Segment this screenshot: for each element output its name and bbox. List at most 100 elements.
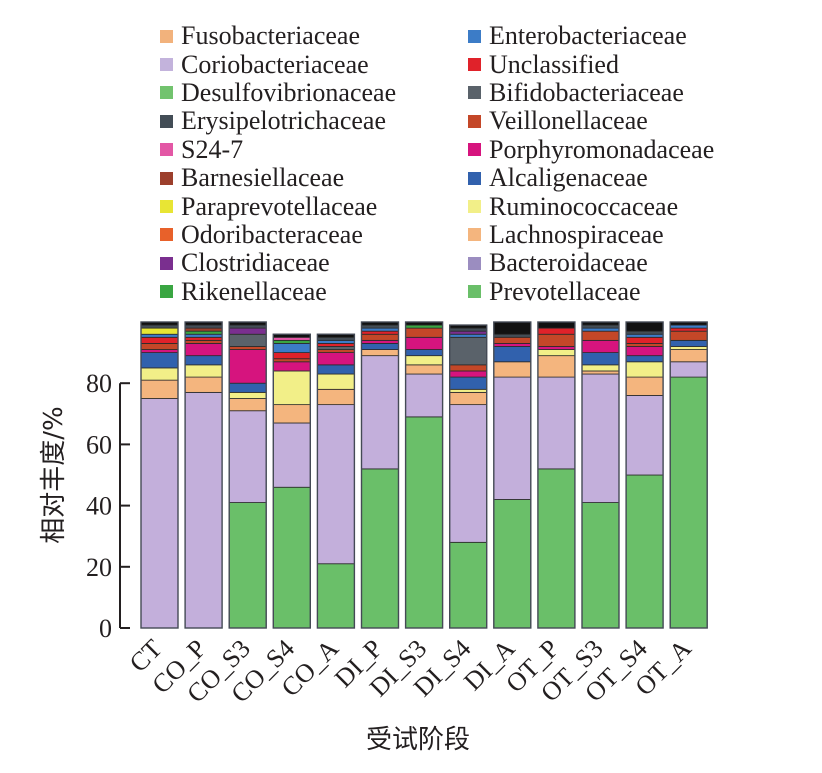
bar-segment (405, 416, 444, 629)
y-tick-label: 60 (86, 430, 112, 459)
bar-segment (272, 422, 311, 488)
bar-segment (625, 355, 664, 363)
bar-outline (140, 321, 179, 629)
bar-outline (449, 324, 488, 629)
bar-segment (449, 333, 488, 338)
bar-segment (449, 364, 488, 372)
bar-outline (537, 321, 576, 629)
bar-segment (405, 373, 444, 418)
bar-segment (140, 327, 179, 335)
bar-segment (272, 336, 311, 341)
bar-segment (669, 349, 708, 363)
bar-segment (493, 321, 532, 335)
bar-segment (625, 395, 664, 476)
bar-segment (272, 486, 311, 629)
bar-CO_S4 (272, 333, 311, 629)
legend-item: Lachnospiraceae (468, 221, 714, 249)
bar-segment (361, 355, 399, 470)
legend-swatch (160, 228, 173, 242)
bar-segment (228, 327, 267, 335)
x-axis: CTCO_PCO_S3CO_S4CO_ADI_PDI_S3DI_S4DI_AOT… (124, 634, 697, 709)
legend-item: Bifidobacteriaceae (468, 79, 714, 107)
bar-segment (669, 339, 708, 347)
bar-segment (493, 333, 532, 338)
legend-item: Prevotellaceae (468, 278, 714, 306)
legend-swatch (468, 86, 481, 100)
bar-segment (184, 336, 223, 341)
y-axis-title: 相对丰度/% (39, 406, 69, 543)
legend-label: Ruminococcaceae (489, 191, 679, 221)
bar-segment (625, 336, 664, 344)
legend-item: Paraprevotellaceae (160, 192, 396, 220)
legend-label: Barnesiellaceae (181, 163, 345, 193)
bar-segment (361, 468, 399, 629)
bar-segment (184, 339, 223, 344)
bar-segment (272, 339, 311, 344)
bar-segment (669, 324, 708, 329)
legend-item: Enterobacteriaceae (468, 22, 714, 50)
y-tick-label: 20 (86, 553, 112, 582)
legend-item: Desulfovibrionaceae (160, 79, 396, 107)
bar-segment (405, 349, 444, 357)
bar-segment (228, 502, 267, 629)
x-axis-title: 受试阶段 (366, 725, 470, 755)
bar-segment (361, 327, 399, 332)
legend-item: S24-7 (160, 136, 396, 164)
bar-segment (669, 346, 708, 350)
bar-segment (228, 398, 267, 412)
bar-segment (316, 346, 355, 350)
legend-item: Coriobacteriaceae (160, 50, 396, 78)
bar-segment (316, 336, 355, 341)
legend-swatch (468, 143, 481, 157)
bar-segment (361, 324, 399, 329)
bar-outline (184, 321, 223, 629)
bar-segment (228, 324, 267, 329)
bar-OT_P (537, 321, 576, 629)
bar-segment (184, 343, 223, 357)
bar-segment (581, 330, 620, 341)
legend-item: Ruminococcaceae (468, 192, 714, 220)
legend-swatch (160, 29, 173, 43)
legend-item: Rikenellaceae (160, 278, 396, 306)
bar-segment (140, 324, 179, 329)
bar-segment (140, 352, 179, 369)
bar-segment (316, 364, 355, 375)
bar-segment (449, 370, 488, 378)
bar-segment (537, 376, 576, 470)
legend-swatch (468, 256, 481, 270)
bar-segment (449, 388, 488, 393)
bar-segment (316, 352, 355, 366)
bar-outline (404, 321, 444, 629)
bar-segment (140, 367, 179, 381)
legend-swatch (468, 228, 481, 242)
legend-swatch (160, 256, 173, 270)
bar-segment (272, 361, 311, 372)
legend-label: Lachnospiraceae (489, 219, 664, 249)
bar-segment (669, 361, 708, 378)
bar-segment (316, 373, 355, 390)
bar-segment (625, 333, 664, 338)
legend-label: Fusobacteriaceae (181, 21, 361, 51)
legend-swatch (468, 114, 481, 128)
legend-item: Unclassified (468, 50, 714, 78)
bar-segment (184, 364, 223, 378)
bar-outline (581, 321, 620, 629)
legend-item: Erysipelotrichaceae (160, 107, 396, 135)
legend-label: Unclassified (489, 49, 619, 79)
bar-segment (625, 474, 664, 629)
bar-segment (581, 324, 620, 329)
legend-label: Veillonellaceae (489, 106, 648, 136)
legend-swatch (468, 58, 481, 72)
bar-segment (493, 376, 532, 500)
bar-segment (184, 376, 223, 393)
bar-segment (228, 346, 267, 350)
bar-segment (184, 324, 223, 329)
legend-label: Bifidobacteriaceae (489, 77, 684, 107)
bar-segment (184, 330, 223, 335)
legend-item: Fusobacteriaceae (160, 22, 396, 50)
legend-item: Veillonellaceae (468, 107, 714, 135)
bar-segment (228, 391, 267, 399)
bars-group (140, 321, 708, 629)
bar-segment (537, 468, 576, 629)
